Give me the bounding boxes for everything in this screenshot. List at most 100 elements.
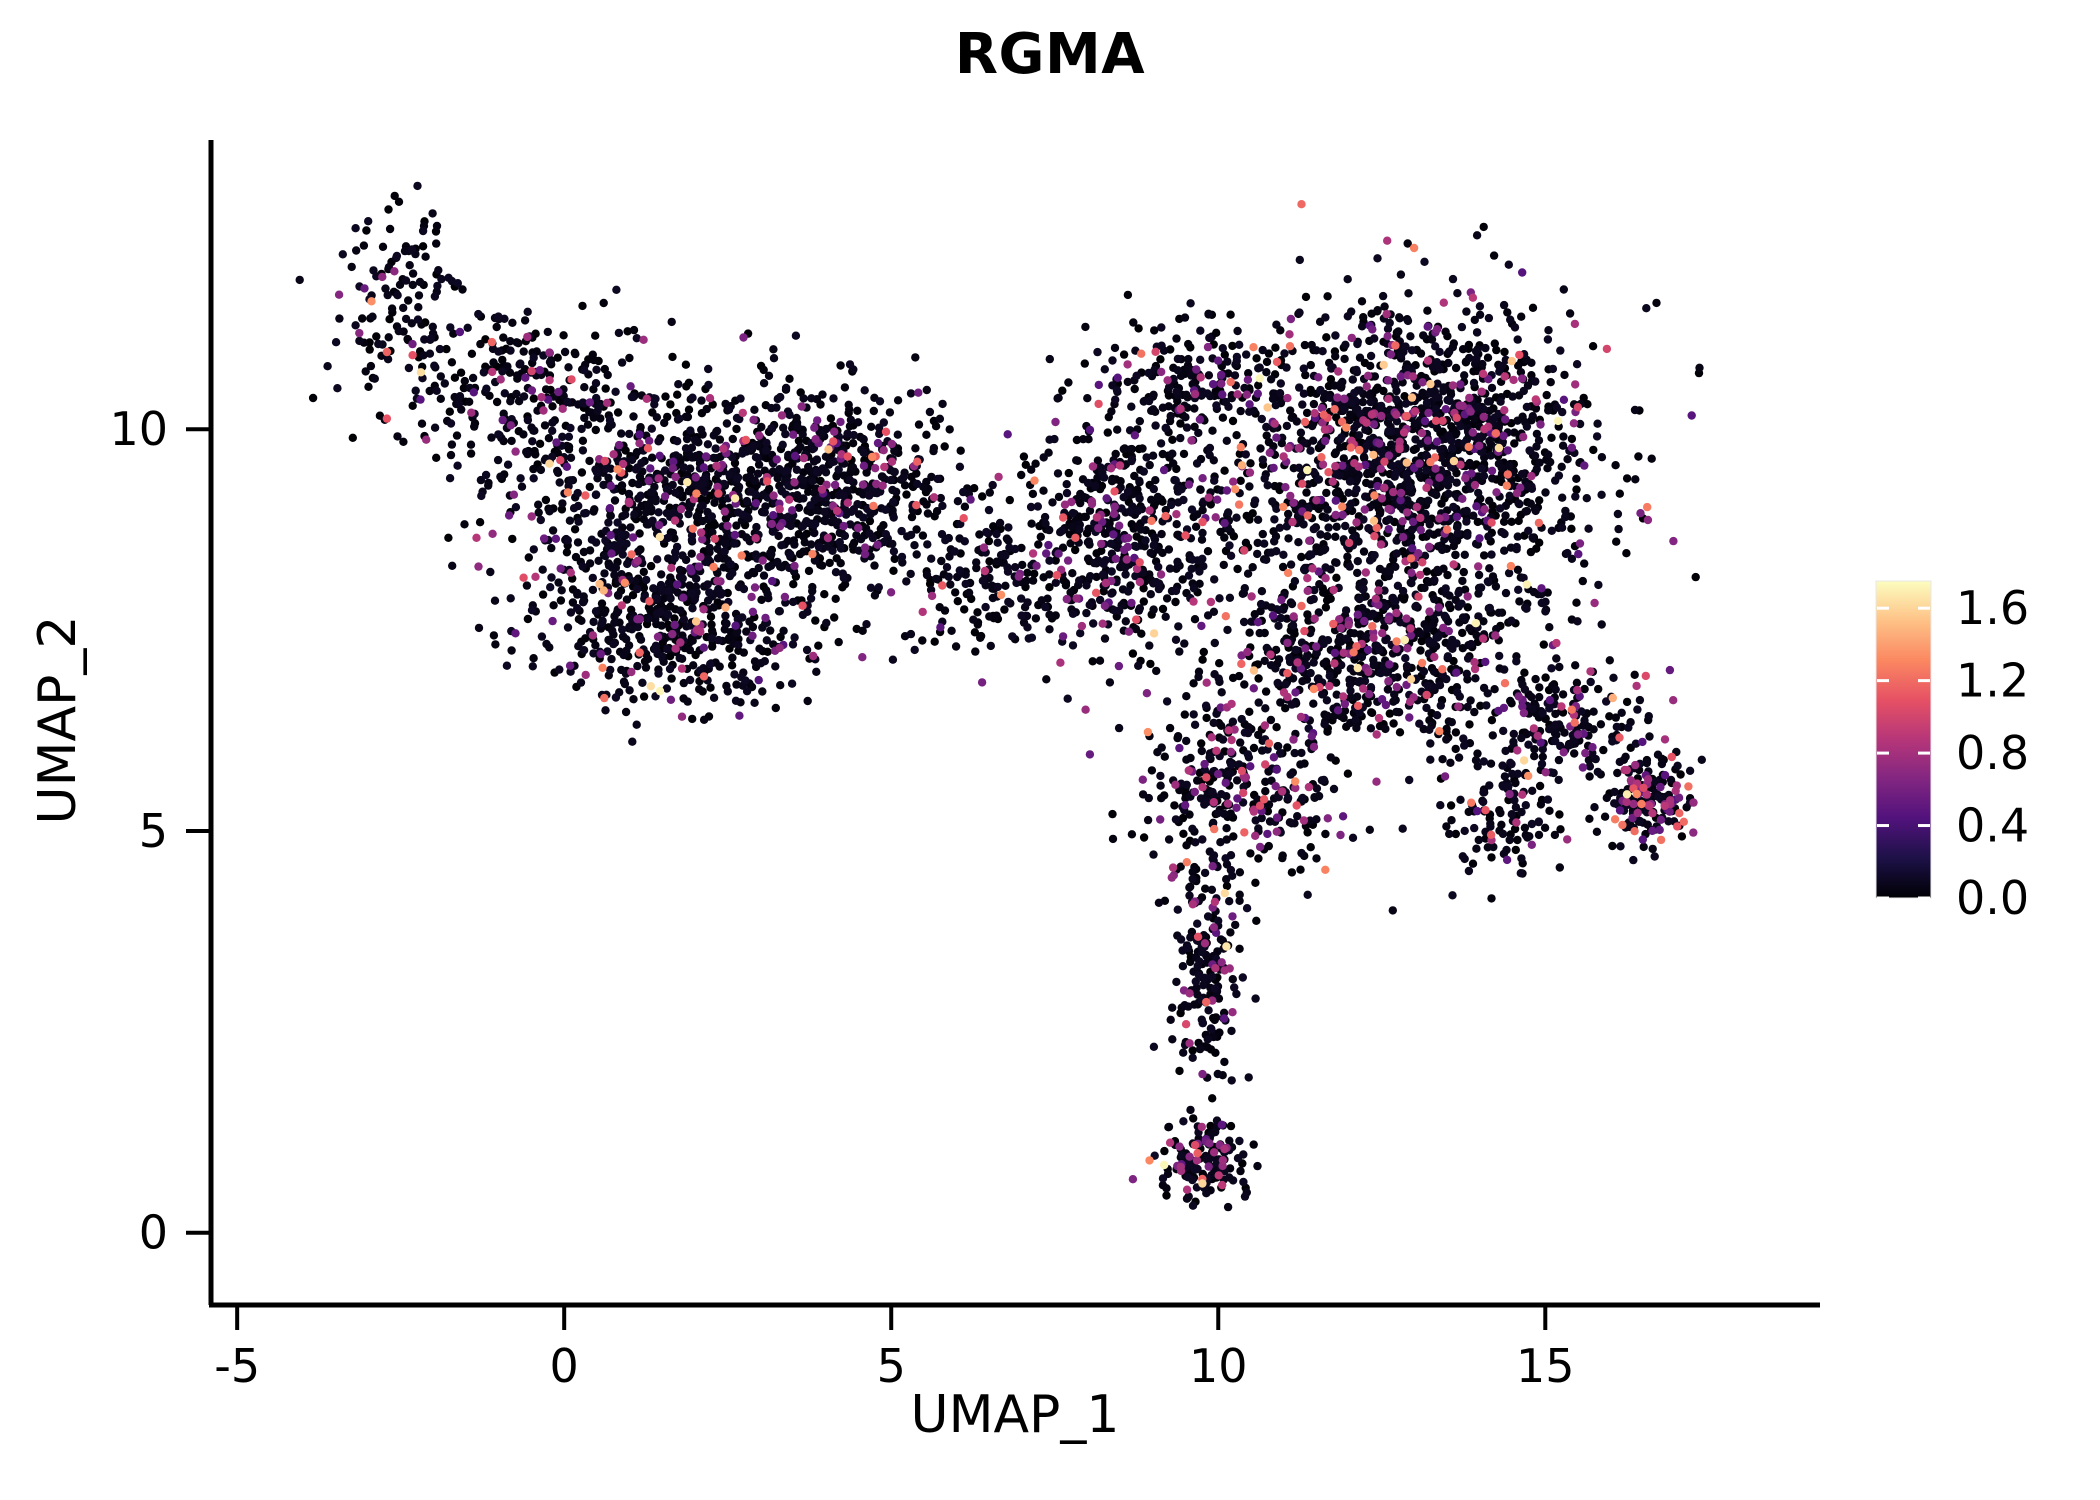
- scatter-point: [555, 665, 564, 674]
- scatter-point: [1600, 812, 1610, 821]
- scatter-point: [1443, 570, 1452, 580]
- scatter-point: [709, 603, 719, 612]
- scatter-point: [1373, 306, 1382, 315]
- scatter-point: [1058, 386, 1067, 395]
- scatter-point: [523, 307, 532, 316]
- scatter-point: [580, 383, 589, 392]
- scatter-point: [614, 328, 624, 338]
- scatter-point: [1644, 712, 1654, 721]
- scatter-point: [1350, 424, 1359, 433]
- scatter-point: [579, 646, 589, 655]
- scatter-point: [889, 513, 898, 522]
- scatter-point: [621, 707, 631, 717]
- scatter-point: [597, 599, 607, 608]
- scatter-point: [1535, 683, 1544, 692]
- scatter-point: [1545, 623, 1554, 632]
- scatter-point: [348, 433, 357, 442]
- scatter-point: [951, 588, 960, 597]
- scatter-point: [1144, 396, 1154, 406]
- scatter-point: [1538, 752, 1548, 761]
- scatter-point: [1188, 1201, 1198, 1210]
- scatter-point: [1312, 815, 1321, 824]
- scatter-point: [1263, 481, 1272, 490]
- scatter-point: [1235, 944, 1244, 953]
- scatter-point: [686, 464, 695, 473]
- scatter-point: [486, 567, 495, 577]
- scatter-point: [1460, 826, 1469, 836]
- scatter-point: [1345, 562, 1354, 571]
- scatter-point: [1278, 562, 1288, 572]
- scatter-point: [1526, 547, 1536, 557]
- scatter-point: [1306, 668, 1315, 678]
- scatter-point: [710, 520, 719, 530]
- scatter-point: [906, 569, 915, 579]
- scatter-point: [709, 693, 719, 702]
- scatter-point: [988, 480, 997, 490]
- scatter-point: [506, 594, 515, 603]
- scatter-point: [465, 397, 474, 406]
- scatter-point: [1398, 824, 1407, 833]
- scatter-point: [893, 396, 903, 405]
- scatter-point: [1276, 698, 1285, 707]
- scatter-point: [1228, 717, 1238, 726]
- scatter-point: [1323, 532, 1332, 541]
- scatter-point: [1697, 755, 1707, 764]
- scatter-point: [811, 506, 821, 515]
- scatter-point: [1230, 371, 1240, 380]
- scatter-point: [404, 363, 414, 373]
- scatter-point: [1135, 417, 1145, 426]
- scatter-point: [1248, 563, 1257, 572]
- scatter-point: [1481, 343, 1490, 353]
- scatter-point: [1198, 835, 1207, 844]
- scatter-point: [1162, 594, 1172, 603]
- scatter-point: [474, 623, 484, 633]
- scatter-point: [1232, 431, 1241, 440]
- scatter-point: [1531, 404, 1541, 413]
- scatter-point: [725, 470, 734, 479]
- scatter-point: [1254, 674, 1263, 683]
- scatter-point: [1280, 349, 1289, 358]
- scatter-point: [562, 548, 572, 557]
- scatter-point: [978, 576, 988, 585]
- scatter-point: [1218, 413, 1228, 422]
- scatter-point: [1430, 575, 1439, 585]
- scatter-point: [647, 453, 657, 462]
- scatter-point: [771, 703, 780, 713]
- scatter-point: [1504, 260, 1514, 269]
- scatter-point: [799, 547, 808, 556]
- scatter-point: [1157, 794, 1166, 803]
- scatter-point: [678, 551, 687, 560]
- scatter-point: [1127, 402, 1136, 411]
- scatter-point: [692, 574, 701, 583]
- scatter-point: [736, 394, 745, 403]
- scatter-point: [1082, 608, 1091, 618]
- scatter-point: [1236, 738, 1245, 747]
- scatter-point: [1150, 326, 1159, 335]
- scatter-point: [1258, 529, 1268, 539]
- scatter-point: [1351, 715, 1360, 725]
- scatter-point: [1220, 350, 1230, 359]
- scatter-point: [1403, 316, 1413, 326]
- scatter-point: [1558, 690, 1568, 699]
- scatter-point: [629, 695, 638, 704]
- scatter-point: [1184, 1192, 1193, 1201]
- scatter-point: [1084, 537, 1094, 546]
- scatter-point: [734, 482, 744, 492]
- scatter-point: [1302, 488, 1311, 497]
- scatter-point: [1321, 829, 1330, 839]
- scatter-point: [1673, 761, 1682, 770]
- scatter-point: [1204, 310, 1213, 319]
- scatter-point: [1445, 347, 1454, 356]
- scatter-point: [569, 504, 579, 513]
- scatter-point: [1323, 711, 1332, 720]
- scatter-point: [1133, 506, 1143, 516]
- scatter-point: [648, 487, 657, 497]
- scatter-point: [681, 412, 690, 421]
- scatter-point: [566, 453, 576, 462]
- scatter-point: [588, 573, 597, 583]
- scatter-point: [1615, 757, 1625, 767]
- scatter-point: [1273, 678, 1282, 688]
- scatter-point: [1309, 399, 1319, 409]
- scatter-point: [498, 367, 507, 376]
- scatter-point: [703, 596, 713, 605]
